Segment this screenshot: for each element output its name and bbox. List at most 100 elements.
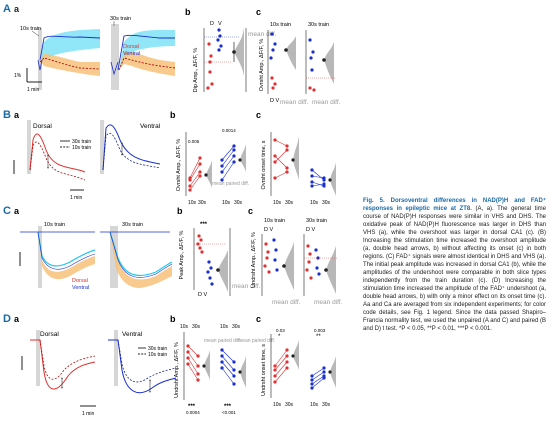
axis-B-c-y: Ovrsht onset time, s: [261, 140, 267, 189]
legend-B-30s: 30s train: [72, 139, 91, 145]
legend-C-dorsal: Dorsal: [72, 278, 88, 284]
tick-B-b-30s: 30s: [198, 200, 207, 206]
subpanel-label-B-c: c: [256, 110, 261, 120]
axis-B-b-y: Ovrsht Amp., ΔF/F, %: [176, 139, 182, 192]
tick-C-b-DV: D V: [198, 292, 208, 298]
label-D-ventral: Ventral: [122, 331, 143, 338]
p-D-b-1: ***: [188, 404, 196, 410]
axis-A-c-y: Ovrsht Amp., ΔF/F, %: [259, 39, 265, 92]
subpanel-label-C-a: a: [14, 206, 20, 216]
figure-panels: A a 10s train 30s train Dorsal: [3, 3, 343, 417]
label-A-c-train30: 30s train: [308, 22, 329, 28]
tick-A-b-V: V: [218, 21, 222, 27]
panel-C-b: Peak Amp., ΔF/F, % *** D V mean diff.: [179, 222, 261, 298]
subpanel-label-A-c: c: [256, 7, 261, 17]
caption-title: Dorsoventral differences in NAD(P)H and …: [363, 198, 546, 213]
dots-A-b: [206, 28, 223, 90]
scale-D-min: 1 min: [82, 411, 94, 417]
mean-diff-A-c-1: mean diff.: [280, 99, 309, 106]
label-B-ventral: Ventral: [140, 123, 161, 130]
tick-D-c-10s: 10s: [273, 402, 282, 408]
tick-B-c-30s-v: 30s: [322, 200, 331, 206]
figure-caption: Fig. 5. Dorsoventral differences in NAD(…: [363, 197, 546, 333]
axis-D-b-y: Undrsht Amp., ΔF/F, %: [174, 342, 180, 398]
scale-A-min: 1 min: [27, 87, 39, 93]
mean-paired-diff-D-b-2: mean paired diff.: [238, 338, 275, 344]
panel-label-B: B: [3, 109, 11, 121]
panel-D: D a Dorsal Ventral 30s train 10s train 1…: [3, 313, 336, 417]
label-A-train30: 30s train: [110, 16, 131, 22]
axis-C-c-y: Undrsht Amp., ΔF/F, %: [251, 232, 257, 288]
panel-A: A a 10s train 30s train Dorsal: [3, 3, 341, 106]
tick-D-c-10s-v: 10s: [310, 402, 319, 408]
tick-D-b-10s: 10s: [180, 324, 189, 330]
tick-B-c-30s: 30s: [285, 200, 294, 206]
subpanel-label-B-a: a: [14, 110, 20, 120]
subpanel-label-B-b: b: [170, 110, 176, 120]
label-A-train10: 10s train: [20, 26, 41, 32]
panel-A-a-traces: 10s train 30s train Dorsal Ventral 1: [14, 16, 176, 93]
subpanel-label-C-b: b: [177, 206, 183, 216]
star2-D-c: **: [316, 334, 321, 340]
subpanel-label-D-a: a: [14, 314, 20, 324]
mean-diff-C-b: mean diff.: [232, 283, 261, 290]
label-C-c-train30: 30s train: [306, 218, 327, 224]
scale-B-min: 1 min: [70, 195, 82, 201]
legend-B-10s: 10s train: [72, 145, 91, 151]
axis-C-b-y: Peak Amp., ΔF/F, %: [179, 230, 185, 279]
tick-B-c-10s-v: 10s: [310, 200, 319, 206]
subpanel-label-C-c: c: [248, 206, 253, 216]
panel-B-b: Ovrsht Amp., ΔF/F, % 0.005 0.0014 10s: [176, 128, 249, 206]
stim-bar-A-30s: [111, 24, 119, 90]
mean-paired-diff-B-b: mean paired diff.: [212, 181, 249, 187]
panel-C-a-traces: 10s train 30s train Dorsal Ventral: [19, 222, 173, 291]
diff-dist-A-b: [234, 28, 244, 76]
scale-A-pct: 1%: [14, 73, 22, 79]
legend-D-10s: 10s train: [148, 352, 167, 358]
tick-D-c-30s: 30s: [285, 402, 294, 408]
label-D-dorsal: Dorsal: [40, 331, 59, 338]
p-D-c-2: 0.003: [314, 328, 326, 333]
panel-label-D: D: [3, 313, 11, 325]
tick-C-c-DV-1: D V: [264, 227, 274, 233]
panel-B-c: Ovrsht onset time, s 10s 30s 10s: [261, 132, 336, 206]
axis-D-c-y: Undrsht onset time, s: [261, 344, 267, 396]
panel-B-a-traces: Dorsal Ventral 30s train 10s train 1 min: [13, 120, 161, 201]
legend-A-ventral: Ventral: [123, 51, 140, 57]
panel-A-c: 10s train 30s train Ovrsht Amp., ΔF/F, %…: [259, 22, 341, 106]
legend-C-ventral: Ventral: [72, 285, 89, 291]
p-D-c-1: 0.03: [276, 328, 285, 333]
p-B-b-1: 0.005: [188, 139, 200, 144]
tick-A-c-DV: D V: [270, 98, 280, 104]
mean-diff-A-b: mean diff.: [248, 31, 277, 38]
mean-paired-diff-D-b-1: mean paired diff.: [204, 338, 241, 344]
legend-D-30s: 30s train: [148, 346, 167, 352]
panel-C-c: 10s train 30s train Undrsht Amp., ΔF/F, …: [251, 218, 343, 306]
mean-diff-C-c-2: mean diff.: [314, 299, 343, 306]
p-D-b-1v: 0.0004: [186, 410, 200, 415]
tick-D-b-30s: 30s: [192, 324, 201, 330]
subpanel-label-A-a: a: [14, 4, 20, 14]
panel-A-b: Dip Amp., ΔF/F, % D V mean diff.: [193, 21, 277, 92]
tick-D-b-30s-v: 30s: [232, 324, 241, 330]
label-B-dorsal: Dorsal: [33, 123, 52, 130]
subpanel-label-A-b: b: [185, 7, 191, 17]
tick-B-b-10s: 10s: [188, 200, 197, 206]
subpanel-label-D-b: b: [170, 314, 176, 324]
panel-B: B a Dorsal Ventral 30s train 10s train 1…: [3, 109, 336, 206]
panel-D-a-traces: Dorsal Ventral 30s train 10s train 1 min: [21, 330, 177, 417]
panel-label-A: A: [3, 3, 11, 15]
p-B-b-2: 0.0014: [222, 128, 236, 133]
caption-label: Fig. 5.: [363, 198, 385, 204]
panel-D-b: Undrsht Amp., ΔF/F, % 10s 30s 10s 30s me…: [174, 324, 275, 415]
caption-body: (A, a). The general time course of NAD(P…: [363, 206, 546, 333]
label-A-c-train10: 10s train: [270, 22, 291, 28]
panel-D-c: Undrsht onset time, s 0.03 * 0.003 **: [261, 328, 336, 408]
tick-B-b-30s-v: 30s: [234, 200, 243, 206]
tick-B-b-10s-v: 10s: [222, 200, 231, 206]
subpanel-label-D-c: c: [256, 314, 261, 324]
label-C-train10: 10s train: [44, 222, 65, 228]
mean-diff-A-c-2: mean diff.: [312, 99, 341, 106]
panel-C: C a 10s train 30s train Dorsal Ventral b…: [3, 205, 343, 306]
star-D-c: *: [278, 334, 281, 340]
